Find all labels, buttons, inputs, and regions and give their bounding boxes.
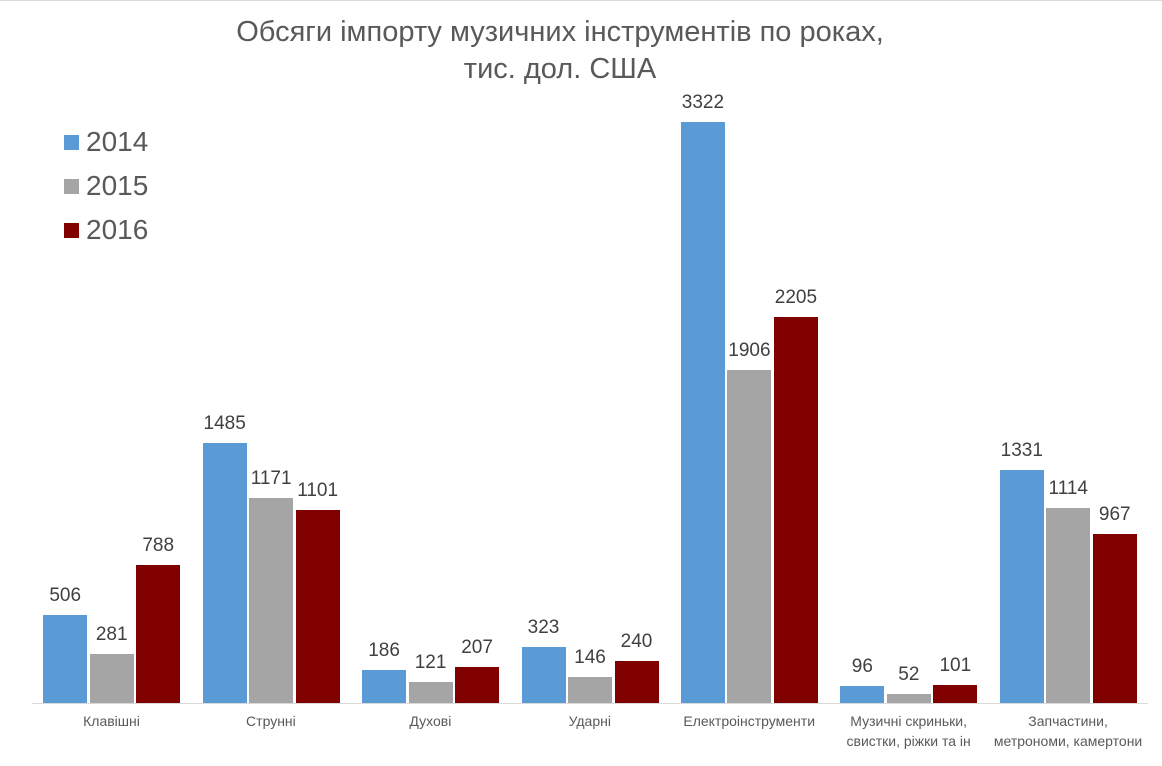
bar-2014 (202, 443, 247, 703)
legend-item-2014: 2014 (64, 120, 148, 164)
bar-2015 (568, 677, 612, 703)
bar-2016 (933, 685, 978, 703)
legend-swatch-2014 (64, 134, 79, 150)
bar-2015 (727, 369, 772, 703)
chart-title: Обсяги імпорту музичних інструментів по … (0, 14, 1120, 88)
data-label: 788 (142, 535, 175, 557)
data-label: 1171 (250, 468, 292, 490)
data-label: 3322 (681, 92, 725, 113)
bar-2014 (840, 686, 885, 703)
data-label: 121 (414, 651, 447, 673)
bar-2015 (89, 653, 134, 703)
data-label: 52 (898, 663, 920, 685)
category-label: Струнні (246, 713, 296, 729)
bar-2016 (614, 661, 659, 703)
bar-2015 (886, 693, 931, 703)
bar-2016 (455, 666, 500, 703)
data-label: 1114 (1048, 478, 1088, 500)
category-label: Запчастини, метрономи, камертони (993, 713, 1143, 749)
chart-title-line-2: тис. дол. США (463, 53, 657, 85)
data-label: 101 (939, 655, 972, 677)
legend-item-2016: 2016 (64, 208, 148, 252)
bar-2014 (521, 646, 566, 703)
bar-2016 (1092, 533, 1137, 703)
category-label: Електроінструменти (683, 713, 816, 729)
bar-2015 (249, 498, 294, 703)
x-axis-line (32, 703, 1148, 704)
data-label: 1331 (1000, 440, 1043, 462)
category-label: Музичні скриньки, свистки, ріжки та ін (846, 713, 971, 749)
bar-2015 (1046, 508, 1091, 703)
bar-2016 (295, 510, 340, 703)
data-label: 506 (49, 584, 82, 606)
bar-2014 (680, 122, 725, 703)
legend-label: 2016 (86, 214, 149, 245)
category-label: Ударні (568, 713, 611, 729)
data-label: 207 (461, 636, 493, 658)
data-label: 186 (368, 640, 400, 662)
bar-2015 (408, 681, 453, 703)
bar-2014 (43, 614, 88, 703)
legend-label: 2014 (86, 126, 149, 157)
legend: 2014 2015 2016 (64, 120, 148, 252)
legend-swatch-2016 (64, 222, 79, 238)
bar-2014 (999, 470, 1044, 703)
legend-swatch-2015 (64, 178, 79, 194)
top-border (0, 0, 1162, 1)
bar-2016 (773, 317, 818, 703)
data-label: 2205 (774, 287, 818, 309)
data-label: 146 (574, 647, 606, 669)
category-label: Духові (409, 713, 452, 729)
data-label: 1485 (203, 413, 246, 435)
data-label: 281 (95, 623, 128, 645)
data-label: 240 (620, 631, 653, 653)
chart-title-line-1: Обсяги імпорту музичних інструментів по … (236, 16, 884, 48)
data-label: 967 (1098, 503, 1131, 525)
legend-item-2015: 2015 (64, 164, 148, 208)
bar-2016 (136, 565, 181, 703)
data-label: 323 (527, 616, 560, 638)
bar-2014 (362, 670, 407, 703)
category-label: Клавішні (83, 713, 140, 729)
legend-label: 2015 (86, 170, 149, 201)
data-label: 96 (851, 656, 873, 678)
data-label: 1906 (728, 339, 771, 361)
data-label: 1101 (297, 480, 339, 502)
